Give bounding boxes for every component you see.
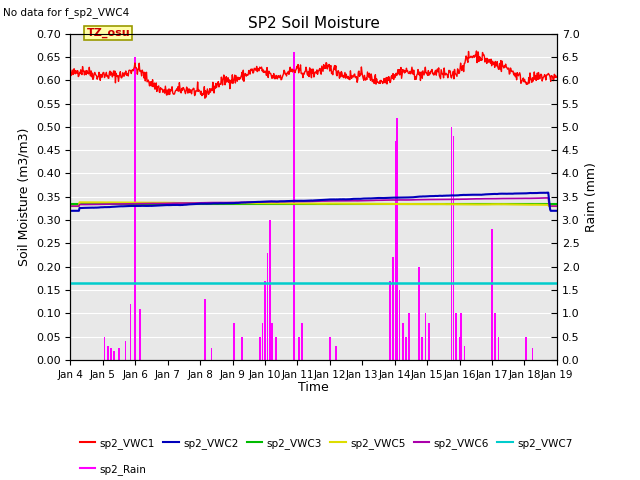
Bar [264,281,266,360]
Bar [293,52,295,360]
Bar [267,253,268,360]
Bar [275,336,277,360]
Bar [399,290,401,360]
Bar [463,346,465,360]
Bar [118,348,120,360]
Bar [460,313,462,360]
Bar [335,346,337,360]
Bar [451,127,452,360]
Bar [402,323,404,360]
Y-axis label: Raim (mm): Raim (mm) [585,162,598,232]
Bar [532,348,533,360]
X-axis label: Time: Time [298,381,329,394]
Bar [298,336,300,360]
Bar [392,257,394,360]
Y-axis label: Soil Moisture (m3/m3): Soil Moisture (m3/m3) [17,128,30,266]
Bar [140,309,141,360]
Bar [107,346,109,360]
Bar [259,336,261,360]
Bar [408,313,410,360]
Bar [211,348,212,360]
Text: No data for f_sp2_VWC4: No data for f_sp2_VWC4 [3,7,129,18]
Bar [491,229,493,360]
Bar [301,323,303,360]
Text: TZ_osu: TZ_osu [86,28,130,38]
Bar [396,118,398,360]
Bar [125,341,126,360]
Legend: sp2_Rain: sp2_Rain [76,459,150,479]
Bar [418,267,420,360]
Bar [104,336,105,360]
Bar [494,313,496,360]
Bar [459,336,460,360]
Bar [329,336,331,360]
Bar [113,351,115,360]
Bar [262,323,263,360]
Bar [241,336,243,360]
Bar [456,313,457,360]
Bar [389,281,390,360]
Bar [498,336,499,360]
Bar [394,141,396,360]
Bar [134,57,136,360]
Bar [425,313,426,360]
Bar [525,336,527,360]
Bar [110,348,112,360]
Bar [428,323,429,360]
Bar [234,323,235,360]
Bar [271,323,273,360]
Bar [204,300,206,360]
Bar [453,136,454,360]
Bar [405,336,407,360]
Bar [269,220,271,360]
Bar [421,336,423,360]
Title: SP2 Soil Moisture: SP2 Soil Moisture [248,16,380,31]
Bar [129,304,131,360]
